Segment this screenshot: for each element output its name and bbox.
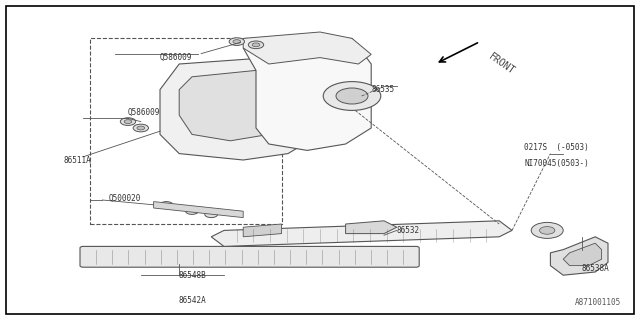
- Text: A871001105: A871001105: [575, 298, 621, 307]
- Circle shape: [120, 118, 136, 125]
- Polygon shape: [243, 38, 371, 150]
- Bar: [90, 38, 282, 224]
- Circle shape: [323, 82, 381, 110]
- Polygon shape: [550, 237, 608, 275]
- Text: 86548B: 86548B: [178, 271, 206, 280]
- Polygon shape: [243, 32, 371, 64]
- Circle shape: [229, 38, 244, 45]
- Text: 86535: 86535: [371, 85, 394, 94]
- Polygon shape: [346, 221, 397, 234]
- Text: Q586009: Q586009: [159, 53, 192, 62]
- Circle shape: [248, 41, 264, 49]
- Text: FRONT: FRONT: [486, 51, 516, 76]
- FancyBboxPatch shape: [80, 246, 419, 267]
- Circle shape: [133, 124, 148, 132]
- Text: 86532: 86532: [397, 226, 420, 235]
- Circle shape: [540, 227, 555, 234]
- Text: Q500020: Q500020: [108, 194, 141, 203]
- Circle shape: [160, 202, 173, 208]
- Polygon shape: [179, 70, 294, 141]
- Circle shape: [124, 120, 132, 124]
- Text: 86542A: 86542A: [178, 296, 206, 305]
- Text: 86538A: 86538A: [581, 264, 609, 273]
- Polygon shape: [563, 243, 602, 266]
- Circle shape: [233, 40, 241, 44]
- Text: 0217S  (-0503): 0217S (-0503): [524, 143, 589, 152]
- Text: NI70045(0503-): NI70045(0503-): [524, 159, 589, 168]
- Circle shape: [336, 88, 368, 104]
- Circle shape: [186, 208, 198, 214]
- Circle shape: [205, 211, 218, 218]
- Circle shape: [137, 126, 145, 130]
- Polygon shape: [160, 58, 333, 160]
- Circle shape: [531, 222, 563, 238]
- Polygon shape: [243, 224, 282, 237]
- Polygon shape: [211, 221, 512, 246]
- Text: 86511A: 86511A: [64, 156, 92, 164]
- Text: Q586009: Q586009: [127, 108, 160, 116]
- Polygon shape: [154, 202, 243, 218]
- Circle shape: [252, 43, 260, 47]
